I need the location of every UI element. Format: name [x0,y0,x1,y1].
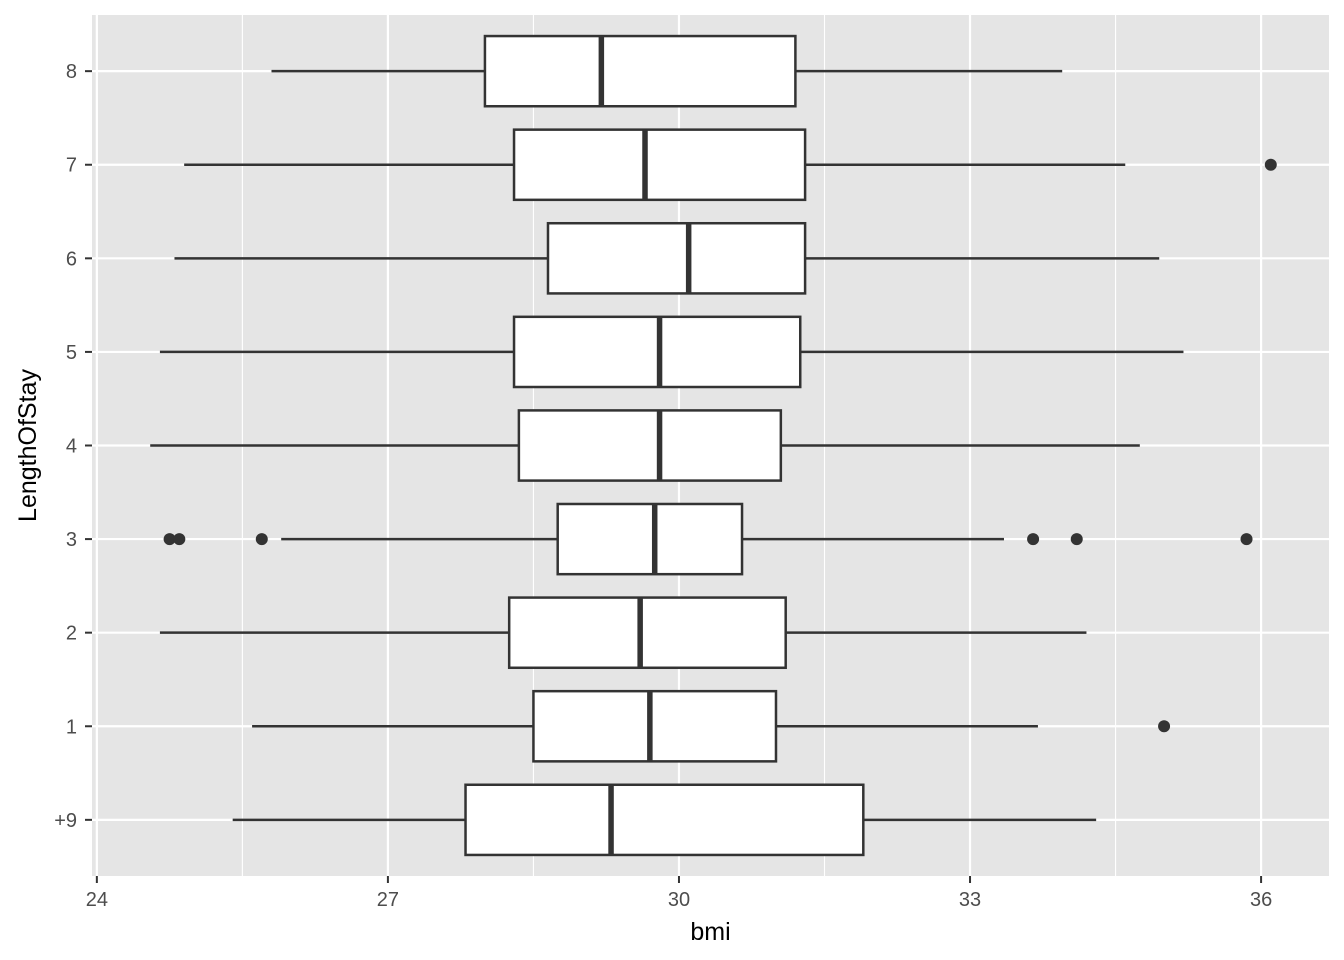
y-axis-title: LengthOfStay [14,369,42,522]
x-axis-title: bmi [690,918,730,946]
y-axis: +9 1 2 3 4 5 6 7 8 [54,61,92,832]
box-group-7 [184,128,1277,202]
box-group-5 [159,315,1184,389]
x-tick-label: 36 [1250,889,1272,911]
y-tick-label: 3 [66,529,77,551]
y-tick-label: +9 [54,810,77,832]
box-group-6 [174,221,1160,295]
y-tick-label: 8 [66,61,77,83]
x-tick-label: 30 [668,889,690,911]
box-group-1 [252,689,1171,763]
box-group-4 [150,409,1140,482]
outlier-point [1070,533,1083,546]
y-tick-label: 7 [66,155,77,177]
y-tick-label: 4 [66,436,77,458]
iqr-box [507,596,787,670]
box-group-8 [271,34,1063,108]
iqr-box [517,409,783,482]
y-tick-label: 2 [66,623,77,645]
outlier-point [173,533,186,546]
iqr-box [464,783,865,857]
x-tick-label: 33 [959,889,981,911]
outlier-point [1264,158,1277,171]
y-tick-label: 6 [66,248,77,270]
box-group-+9 [232,783,1097,857]
outlier-point [255,533,268,546]
box-group-2 [159,596,1087,670]
iqr-box [512,128,807,202]
y-tick-label: 1 [66,716,77,738]
outlier-point [1158,720,1171,733]
outlier-point [1240,533,1253,546]
outlier-point [1027,533,1040,546]
box-series [150,34,1277,857]
iqr-box [546,221,807,295]
x-tick-label: 24 [86,889,108,911]
box-group-3 [163,502,1253,576]
iqr-box [556,502,744,576]
iqr-box [483,34,797,108]
x-tick-label: 27 [377,889,399,911]
x-axis: 24 27 30 33 36 [86,876,1272,911]
iqr-box [532,689,778,763]
outlier-point [163,533,176,546]
y-tick-label: 5 [66,342,77,364]
